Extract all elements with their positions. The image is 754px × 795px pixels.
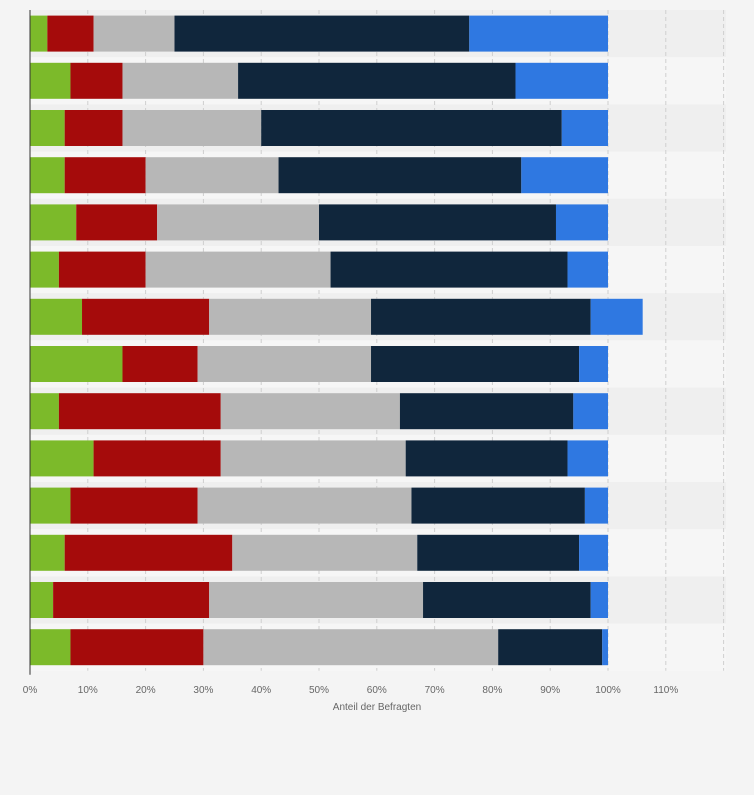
x-tick-label: 70% (425, 685, 445, 696)
x-tick-label: 40% (251, 685, 271, 696)
bar-segment[interactable] (58, 251, 146, 288)
bar-segment[interactable] (238, 62, 516, 99)
bar-segment[interactable] (567, 251, 608, 288)
bar-segment[interactable] (157, 204, 319, 241)
bar-segment[interactable] (197, 487, 412, 524)
bar-segment[interactable] (30, 346, 123, 382)
bar-segment[interactable] (423, 582, 591, 618)
x-tick-label: 50% (309, 685, 329, 696)
bar-segment[interactable] (30, 393, 59, 430)
bar-segment[interactable] (209, 298, 372, 335)
x-tick-label: 80% (482, 685, 502, 696)
bar-segment[interactable] (278, 157, 522, 194)
x-tick-label: 20% (136, 685, 156, 696)
bar-segment[interactable] (70, 487, 198, 524)
bar-segment[interactable] (30, 534, 65, 571)
bar-segment[interactable] (469, 15, 608, 52)
bar-segment[interactable] (174, 15, 470, 52)
bar-segment[interactable] (371, 298, 591, 335)
bar-segment[interactable] (579, 346, 608, 382)
bar-segment[interactable] (602, 629, 608, 666)
bar-segment[interactable] (515, 62, 608, 99)
bar-segment[interactable] (30, 157, 65, 194)
x-tick-label: 110% (653, 685, 678, 696)
x-tick-label: 10% (78, 685, 98, 696)
bar-segment[interactable] (411, 487, 585, 524)
bar-segment[interactable] (555, 204, 608, 241)
bar-segment[interactable] (53, 582, 210, 618)
x-tick-label: 30% (193, 685, 213, 696)
bar-segment[interactable] (58, 393, 221, 430)
bar-segment[interactable] (232, 534, 418, 571)
bar-segment[interactable] (197, 346, 372, 382)
bar-segment[interactable] (584, 487, 608, 524)
bar-segment[interactable] (30, 487, 71, 524)
bar-segment[interactable] (30, 110, 65, 146)
bar-segment[interactable] (93, 15, 175, 52)
bar-segment[interactable] (371, 346, 580, 382)
bar-segment[interactable] (82, 298, 210, 335)
x-tick-label: 60% (367, 685, 387, 696)
bar-segment[interactable] (145, 157, 279, 194)
bar-segment[interactable] (122, 346, 198, 382)
bar-segment[interactable] (405, 440, 568, 477)
bar-segment[interactable] (573, 393, 608, 430)
bar-segment[interactable] (521, 157, 608, 194)
bar-segment[interactable] (30, 629, 71, 666)
bar-segment[interactable] (30, 251, 59, 288)
bar-segment[interactable] (70, 62, 123, 99)
bar-segment[interactable] (122, 110, 262, 146)
bar-segment[interactable] (30, 298, 83, 335)
x-tick-label: 0% (23, 685, 38, 696)
bar-segment[interactable] (70, 629, 204, 666)
bar-segment[interactable] (399, 393, 574, 430)
bar-segment[interactable] (145, 251, 331, 288)
bar-segment[interactable] (76, 204, 158, 241)
bar-segment[interactable] (261, 110, 562, 146)
bar-segment[interactable] (93, 440, 221, 477)
bar-segment[interactable] (30, 440, 94, 477)
bar-segment[interactable] (498, 629, 603, 666)
bar-segment[interactable] (30, 15, 48, 52)
bar-segment[interactable] (567, 440, 608, 477)
bar-segment[interactable] (220, 393, 400, 430)
bar-segment[interactable] (220, 440, 406, 477)
bar-segment[interactable] (64, 157, 146, 194)
bar-segment[interactable] (579, 534, 608, 571)
bar-segment[interactable] (417, 534, 580, 571)
bar-segment[interactable] (30, 582, 54, 618)
x-axis-title: Anteil der Befragten (333, 702, 421, 713)
bar-segment[interactable] (590, 582, 608, 618)
bar-segment[interactable] (47, 15, 94, 52)
bar-segment[interactable] (209, 582, 424, 618)
bar-segment[interactable] (30, 204, 77, 241)
bar-segment[interactable] (590, 298, 643, 335)
bar-segment[interactable] (122, 62, 239, 99)
bar-segment[interactable] (64, 534, 233, 571)
bar-segment[interactable] (30, 62, 71, 99)
bar-segment[interactable] (64, 110, 123, 146)
x-tick-label: 100% (595, 685, 621, 696)
x-tick-label: 90% (540, 685, 560, 696)
bar-segment[interactable] (561, 110, 608, 146)
bar-segment[interactable] (203, 629, 499, 666)
bar-segment[interactable] (319, 204, 556, 241)
bar-segment[interactable] (330, 251, 568, 288)
